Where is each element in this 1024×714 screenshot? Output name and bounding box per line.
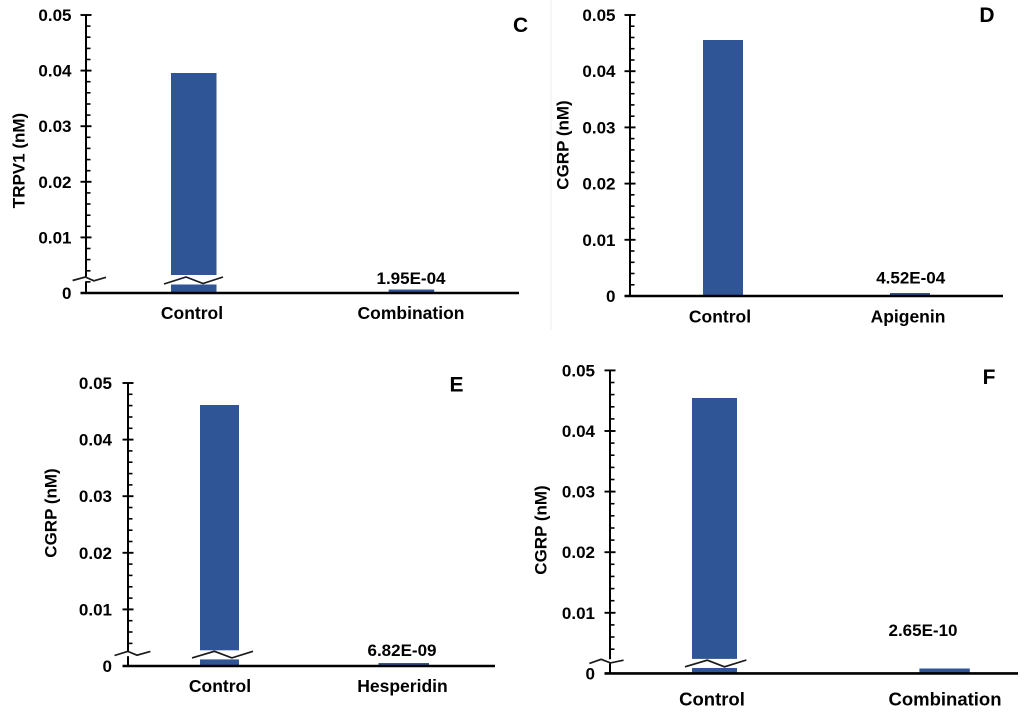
svg-text:CGRP (nM): CGRP (nM) <box>42 468 61 557</box>
svg-text:4.52E-04: 4.52E-04 <box>876 268 946 287</box>
svg-text:CGRP (nM): CGRP (nM) <box>554 100 573 189</box>
svg-text:Control: Control <box>689 307 751 327</box>
svg-text:1.95E-04: 1.95E-04 <box>377 269 447 288</box>
svg-text:C: C <box>513 14 528 37</box>
svg-text:0.03: 0.03 <box>562 483 595 502</box>
svg-text:6.82E-09: 6.82E-09 <box>368 641 437 660</box>
svg-text:0.04: 0.04 <box>38 62 72 81</box>
svg-text:Control: Control <box>189 676 251 696</box>
svg-text:0.01: 0.01 <box>79 600 112 619</box>
svg-text:0: 0 <box>586 664 595 683</box>
svg-text:0: 0 <box>62 284 71 303</box>
svg-text:0.05: 0.05 <box>582 6 615 25</box>
svg-text:0.04: 0.04 <box>582 62 616 81</box>
svg-text:0.03: 0.03 <box>582 118 615 137</box>
svg-text:0.04: 0.04 <box>79 431 113 450</box>
svg-text:Apigenin: Apigenin <box>871 307 946 327</box>
svg-text:Hesperidin: Hesperidin <box>357 676 447 696</box>
svg-text:F: F <box>983 366 996 389</box>
svg-text:0.05: 0.05 <box>562 361 595 380</box>
svg-text:0.01: 0.01 <box>38 228 71 247</box>
svg-text:0.03: 0.03 <box>79 487 112 506</box>
svg-text:0.02: 0.02 <box>79 544 112 563</box>
svg-text:Combination: Combination <box>358 303 465 323</box>
svg-text:0.05: 0.05 <box>38 6 71 25</box>
svg-text:Control: Control <box>679 689 745 710</box>
svg-text:0.02: 0.02 <box>38 173 71 192</box>
svg-text:TRPV1 (nM): TRPV1 (nM) <box>10 113 29 208</box>
svg-text:2.65E-10: 2.65E-10 <box>889 621 958 640</box>
svg-text:0.03: 0.03 <box>38 117 71 136</box>
svg-text:0.01: 0.01 <box>562 604 595 623</box>
svg-text:0.02: 0.02 <box>582 175 615 194</box>
svg-text:0.02: 0.02 <box>562 543 595 562</box>
svg-text:0: 0 <box>103 657 112 676</box>
svg-text:Combination: Combination <box>888 689 1001 710</box>
svg-text:D: D <box>979 4 994 27</box>
svg-text:Control: Control <box>161 303 223 323</box>
svg-text:0.05: 0.05 <box>79 374 112 393</box>
svg-text:E: E <box>449 374 463 397</box>
svg-text:CGRP (nM): CGRP (nM) <box>532 485 551 574</box>
svg-text:0.04: 0.04 <box>562 422 596 441</box>
svg-text:0: 0 <box>606 287 615 306</box>
svg-text:0.01: 0.01 <box>582 231 615 250</box>
